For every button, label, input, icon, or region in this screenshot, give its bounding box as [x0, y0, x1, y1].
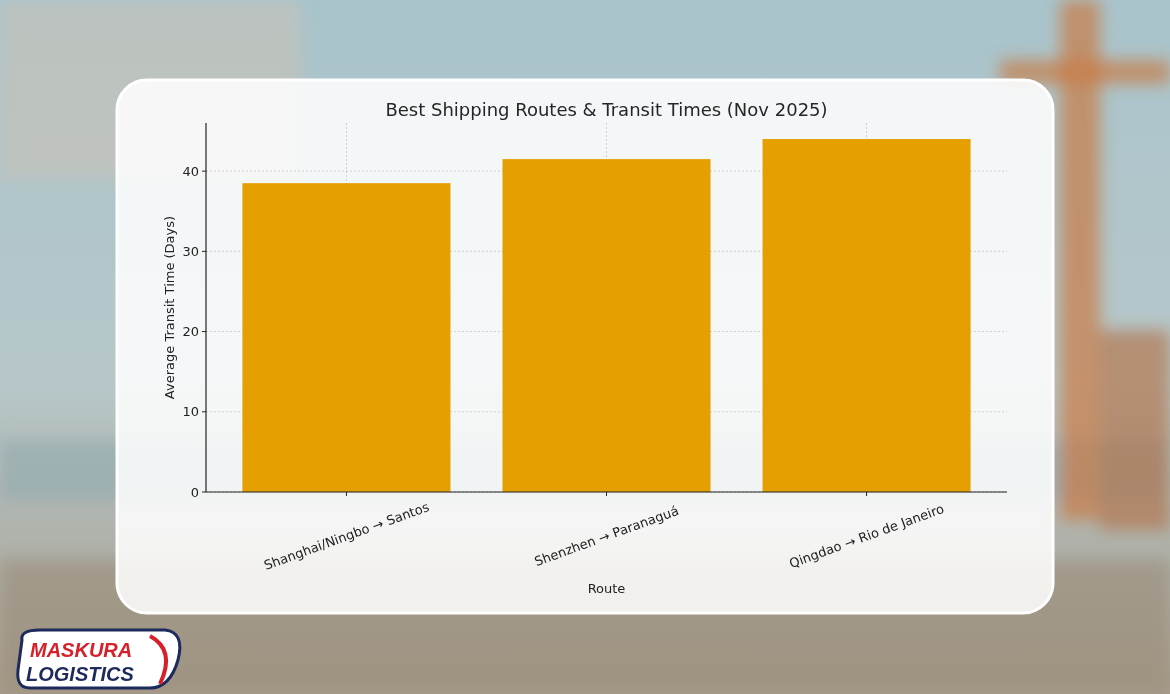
- chart-title: Best Shipping Routes & Transit Times (No…: [385, 99, 827, 120]
- y-tick: [202, 331, 206, 332]
- logo-badge: [18, 630, 180, 688]
- x-tick: [606, 492, 607, 496]
- y-tick-label: 30: [182, 244, 199, 259]
- y-tick-label: 0: [191, 485, 199, 500]
- logo: MASKURALOGISTICS: [18, 630, 180, 688]
- y-tick: [202, 411, 206, 412]
- x-tick-label: Qingdao → Rio de Janeiro: [787, 501, 946, 571]
- logo-swoosh: [150, 636, 166, 684]
- x-tick: [346, 492, 347, 496]
- bars: [242, 139, 970, 492]
- page: Best Shipping Routes & Transit Times (No…: [0, 0, 1170, 694]
- x-tick: [866, 492, 867, 496]
- y-tick-label: 40: [182, 164, 199, 179]
- bar: [763, 139, 971, 492]
- x-axis-title: Route: [588, 581, 626, 596]
- panel: [117, 80, 1053, 613]
- y-axis-line: [205, 123, 206, 492]
- y-tick-label: 20: [182, 324, 199, 339]
- background-shapes: [0, 0, 1170, 694]
- y-tick-label: 10: [182, 404, 199, 419]
- logo-text: MASKURA: [30, 639, 132, 661]
- y-tick: [202, 251, 206, 252]
- background: [0, 0, 1170, 694]
- logo-text: LOGISTICS: [26, 663, 134, 685]
- x-tick-label: Shanghai/Ningbo → Santos: [262, 499, 431, 573]
- bar: [502, 159, 710, 492]
- bar: [242, 183, 450, 492]
- x-tick-label: Shenzhen → Paranaguá: [532, 503, 680, 569]
- y-tick: [202, 492, 206, 493]
- y-axis-title: Average Transit Time (Days): [162, 216, 177, 399]
- containers: [1100, 330, 1170, 530]
- grid: [206, 123, 1007, 492]
- y-tick: [202, 171, 206, 172]
